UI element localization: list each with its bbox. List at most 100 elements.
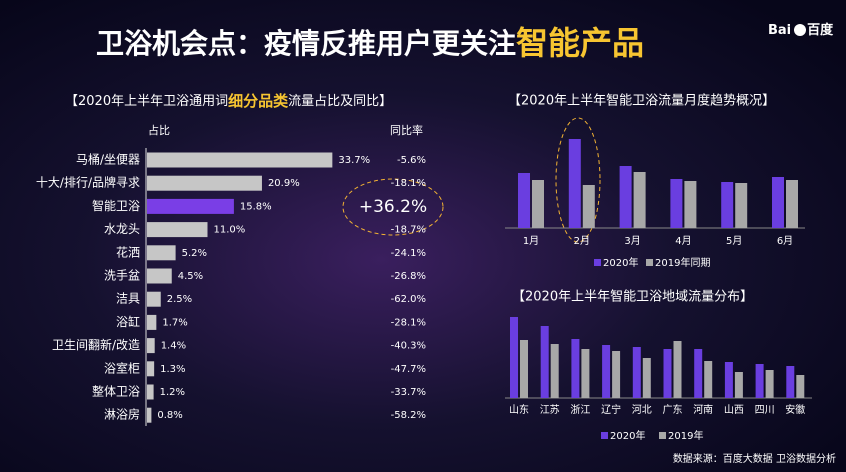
bar bbox=[147, 384, 154, 400]
y-tick-label: 智能卫浴 bbox=[92, 198, 140, 213]
bar bbox=[147, 198, 234, 214]
legend-label: 2019年 bbox=[668, 429, 703, 442]
value-label: -18.7% bbox=[391, 225, 426, 236]
x-tick-label: 5月 bbox=[726, 235, 742, 247]
bar bbox=[796, 375, 805, 398]
bar bbox=[632, 347, 641, 398]
value-label: +36.2% bbox=[359, 197, 427, 217]
y-tick-label: 淋浴房 bbox=[104, 407, 140, 422]
bar bbox=[147, 291, 161, 307]
x-tick-label: 河北 bbox=[632, 404, 652, 416]
bar bbox=[520, 340, 528, 398]
y-tick-label: 浴缸 bbox=[116, 314, 140, 329]
x-tick-label: 河南 bbox=[693, 403, 713, 416]
bar bbox=[684, 181, 697, 228]
x-tick-label: 辽宁 bbox=[601, 403, 621, 416]
y-tick-label: 浴室柜 bbox=[104, 360, 140, 375]
bar bbox=[786, 366, 795, 398]
bar bbox=[147, 338, 155, 354]
logo-icon bbox=[794, 24, 806, 36]
y-tick-label: 水龙头 bbox=[104, 222, 140, 236]
value-label: 20.9% bbox=[268, 178, 300, 189]
axis-label: 占比 bbox=[148, 123, 170, 137]
chart-title: 【2020年上半年智能卫浴地域流量分布】 bbox=[512, 290, 753, 305]
y-tick-label: 花洒 bbox=[116, 244, 140, 259]
value-label: 1.3% bbox=[160, 364, 185, 375]
legend-swatch bbox=[601, 432, 608, 439]
logo: Bai 百度 bbox=[768, 22, 834, 38]
bar bbox=[147, 245, 176, 261]
bar bbox=[663, 349, 672, 398]
axis-label: 同比率 bbox=[390, 123, 423, 137]
bar bbox=[721, 182, 734, 228]
y-tick-label: 整体卫浴 bbox=[92, 384, 140, 399]
bar bbox=[582, 185, 595, 228]
x-tick-label: 安徽 bbox=[785, 403, 805, 416]
value-label: 33.7% bbox=[338, 155, 370, 166]
bar bbox=[619, 166, 632, 228]
value-label: -33.7% bbox=[391, 387, 426, 398]
value-label: -28.1% bbox=[391, 317, 426, 328]
legend-swatch bbox=[594, 259, 601, 266]
y-tick-label: 洗手盆 bbox=[104, 269, 140, 283]
bar bbox=[612, 351, 621, 398]
legend-label: 2020年 bbox=[603, 256, 638, 269]
value-label: 1.2% bbox=[160, 387, 185, 398]
page-title: 卫浴机会点：疫情反推用户更关注智能产品 bbox=[96, 24, 644, 62]
bar bbox=[147, 314, 157, 330]
bar bbox=[147, 175, 262, 191]
x-tick-label: 4月 bbox=[675, 235, 691, 247]
bar bbox=[581, 349, 590, 398]
value-label: 2.5% bbox=[167, 294, 192, 305]
bar bbox=[147, 407, 152, 423]
x-tick-label: 浙江 bbox=[570, 404, 590, 416]
bar bbox=[673, 341, 682, 398]
highlight-ellipse bbox=[342, 178, 444, 236]
x-tick-label: 广东 bbox=[663, 403, 683, 416]
value-label: 1.7% bbox=[162, 317, 187, 328]
bar bbox=[670, 179, 683, 228]
x-tick-label: 1月 bbox=[523, 235, 539, 247]
bar bbox=[772, 177, 784, 228]
value-label: -62.0% bbox=[391, 294, 426, 305]
bar bbox=[765, 370, 774, 398]
value-label: 4.5% bbox=[178, 271, 203, 282]
bar bbox=[602, 345, 611, 398]
bar bbox=[571, 339, 580, 398]
value-label: 11.0% bbox=[214, 225, 246, 236]
bar bbox=[532, 180, 544, 228]
bar bbox=[755, 364, 764, 398]
footer: 数据来源：百度大数据 卫浴数据分析 bbox=[673, 452, 836, 465]
value-label: 5.2% bbox=[182, 248, 207, 259]
bar bbox=[642, 358, 651, 398]
x-tick-label: 江苏 bbox=[540, 403, 560, 416]
bar bbox=[633, 172, 646, 228]
legend-label: 2020年 bbox=[610, 429, 645, 442]
bar bbox=[510, 317, 518, 398]
bar bbox=[550, 344, 559, 398]
y-tick-label: 马桶/坐便器 bbox=[76, 152, 140, 167]
bar bbox=[518, 173, 530, 228]
bar bbox=[147, 268, 172, 284]
bar bbox=[704, 361, 713, 398]
value-label: -18.1% bbox=[391, 178, 426, 189]
bar bbox=[540, 326, 549, 398]
legend-swatch bbox=[659, 432, 666, 439]
value-label: -5.6% bbox=[397, 155, 426, 166]
x-tick-label: 山东 bbox=[509, 403, 529, 416]
value-label: 1.4% bbox=[161, 341, 186, 352]
highlight-ellipse bbox=[555, 117, 601, 243]
value-label: 15.8% bbox=[240, 201, 272, 212]
x-tick-label: 2月 bbox=[574, 235, 590, 247]
legend-label: 2019年同期 bbox=[655, 256, 710, 269]
bar bbox=[147, 222, 208, 238]
bar bbox=[147, 361, 155, 377]
value-label: -26.8% bbox=[391, 271, 426, 282]
x-tick-label: 3月 bbox=[624, 235, 640, 247]
x-tick-label: 6月 bbox=[777, 235, 793, 247]
bar bbox=[694, 349, 703, 398]
x-tick-label: 山西 bbox=[724, 404, 744, 416]
bar bbox=[568, 139, 581, 228]
bar bbox=[724, 362, 733, 398]
